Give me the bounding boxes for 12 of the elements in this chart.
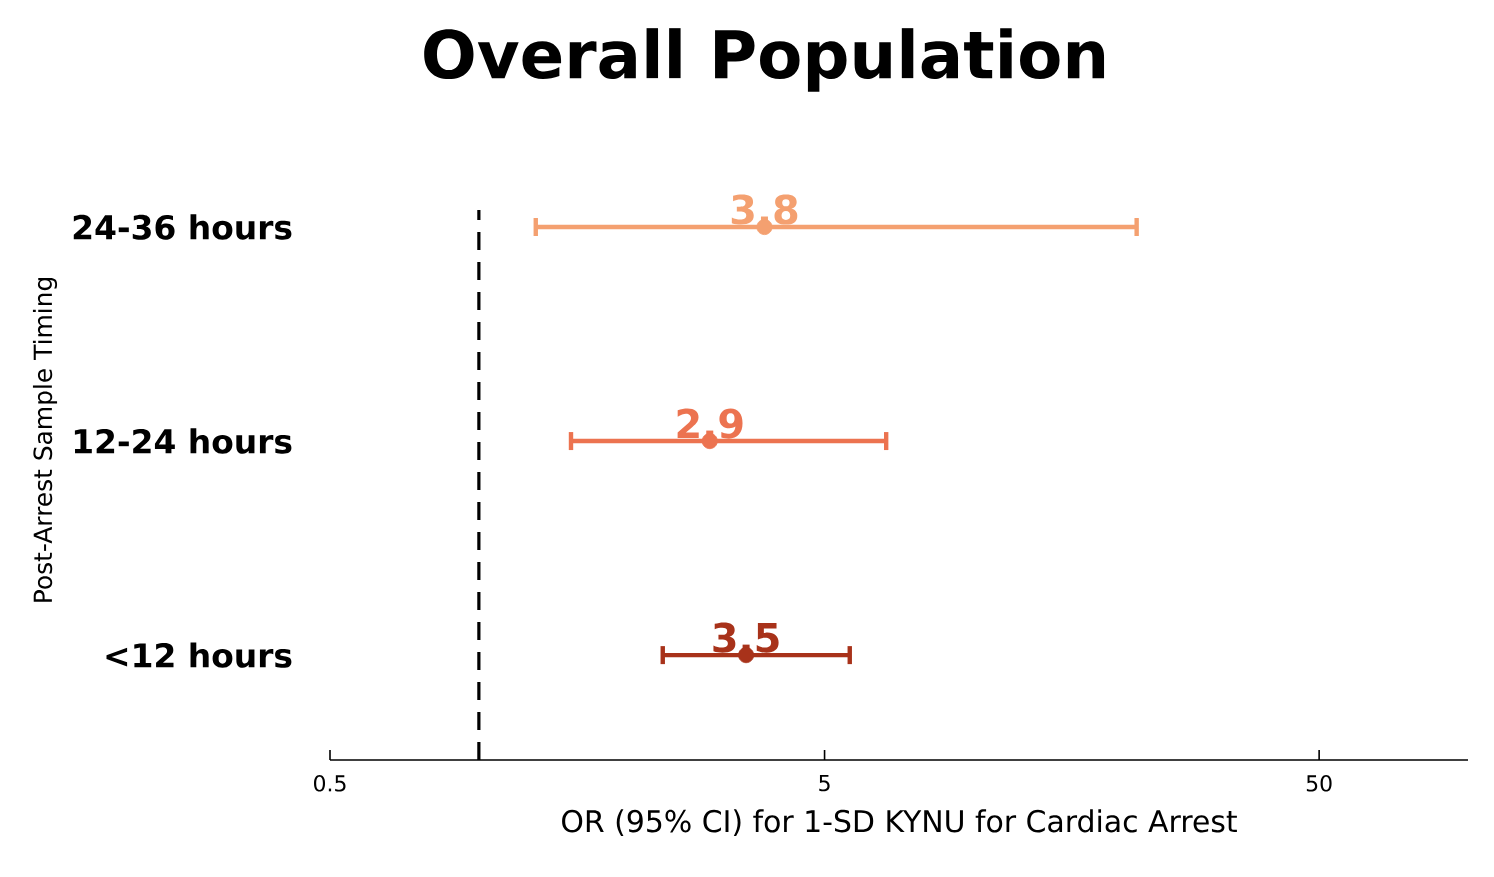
y-axis-title: Post-Arrest Sample Timing [32,277,58,602]
x-tick-label: 0.5 [314,775,346,792]
x-tick-label: 5 [819,775,830,792]
y-tick-label: <12 hours [106,642,292,668]
data-label: 2.9 [677,408,743,439]
data-label: 3.5 [713,622,779,653]
chart-title: Overall Population [424,28,1105,92]
y-tick-label: 24-36 hours [73,214,292,240]
x-tick-label: 50 [1306,775,1332,792]
x-axis-title: OR (95% CI) for 1-SD KYNU for Cardiac Arrest [562,809,1237,836]
data-label: 3.8 [731,194,798,225]
y-tick-label: 12-24 hours [74,428,292,454]
